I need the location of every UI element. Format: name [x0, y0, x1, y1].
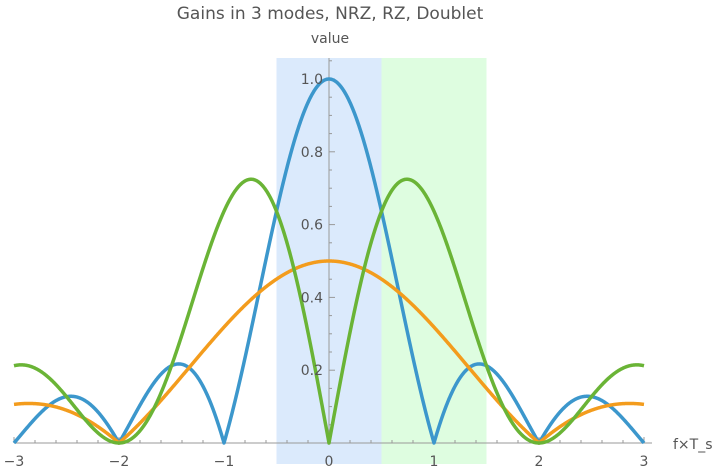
tick-labels: −3 −2 −1 0 1 2 3 0.2 0.4 0.6 0.8 1.0	[4, 72, 649, 470]
shaded-band-2	[381, 58, 487, 464]
y-tick-label: 1.0	[301, 72, 323, 88]
x-tick-label: −3	[4, 454, 25, 470]
y-tick-label: 0.2	[301, 363, 323, 379]
y-axis-label: value	[311, 31, 349, 47]
x-tick-label: 0	[325, 454, 334, 470]
x-tick-label: −2	[109, 454, 130, 470]
y-tick-label: 0.4	[301, 290, 323, 306]
x-axis-label: f×T_s	[673, 437, 713, 453]
x-tick-label: −1	[214, 454, 235, 470]
shaded-bands	[276, 58, 487, 464]
series-lines	[12, 77, 646, 445]
series-line-3	[12, 177, 646, 445]
x-tick-label: 2	[535, 454, 544, 470]
x-tick-label: 3	[640, 454, 649, 470]
x-tick-label: 1	[430, 454, 439, 470]
chart-title: Gains in 3 modes, NRZ, RZ, Doublet	[177, 4, 484, 24]
y-tick-label: 0.8	[301, 145, 323, 161]
y-tick-label: 0.6	[301, 218, 323, 234]
